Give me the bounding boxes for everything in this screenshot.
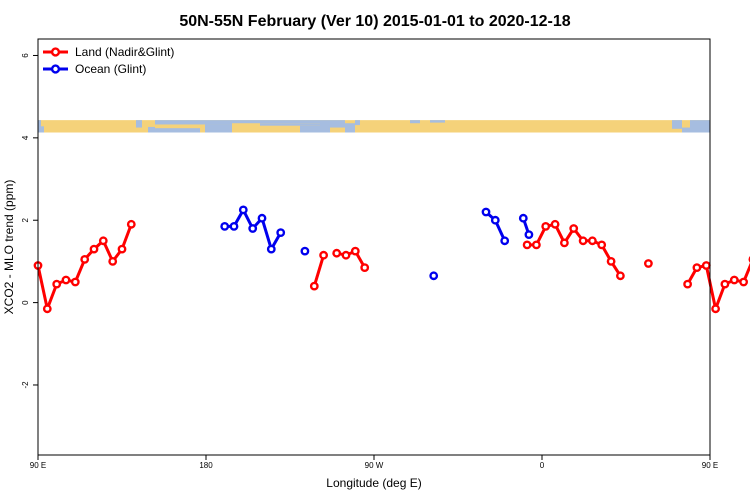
band-ocean-segment xyxy=(355,120,360,126)
data-point xyxy=(257,213,267,223)
band-ocean-segment xyxy=(155,120,232,125)
band-ocean-segment xyxy=(136,120,142,128)
data-point xyxy=(711,304,720,314)
x-axis-label: Longitude (deg E) xyxy=(326,476,421,490)
band-ocean-segment xyxy=(320,120,345,128)
data-point xyxy=(524,230,534,240)
data-point xyxy=(550,219,560,229)
band-ocean-segment xyxy=(300,125,330,133)
data-point xyxy=(541,221,551,231)
data-point xyxy=(70,277,80,287)
legend-label: Ocean (Glint) xyxy=(75,62,146,76)
y-tick-label: 6 xyxy=(21,53,30,58)
x-tick-label: 90 E xyxy=(702,461,718,470)
land-ocean-band xyxy=(38,120,710,133)
data-point xyxy=(518,213,528,223)
band-ocean-segment xyxy=(690,120,710,133)
x-axis: 90 E 180 90 W 0 90 E xyxy=(30,455,718,470)
data-point xyxy=(117,244,127,254)
data-point xyxy=(332,248,342,258)
data-point xyxy=(490,215,500,225)
data-point xyxy=(52,279,62,289)
chart-title: 50N-55N February (Ver 10) 2015-01-01 to … xyxy=(179,13,570,30)
y-tick-label: 0 xyxy=(21,300,30,305)
data-point xyxy=(229,221,239,231)
data-point xyxy=(220,221,230,231)
data-point xyxy=(569,224,579,233)
band-ocean-segment xyxy=(430,120,445,123)
data-point xyxy=(616,271,625,281)
data-point xyxy=(560,238,569,248)
data-point xyxy=(481,207,491,217)
band-ocean-segment xyxy=(682,127,690,133)
data-point xyxy=(89,244,99,254)
x-tick-label: 0 xyxy=(540,461,545,470)
data-point xyxy=(248,224,258,233)
band-ocean-segment xyxy=(672,120,682,129)
series-1 xyxy=(220,205,534,281)
data-point xyxy=(701,261,711,270)
band-ocean-segment xyxy=(260,123,320,126)
y-tick-label: 4 xyxy=(21,135,30,140)
x-tick-label: 90 E xyxy=(30,461,46,470)
data-point xyxy=(80,254,90,264)
band-ocean-segment xyxy=(410,120,420,124)
series-line xyxy=(336,249,367,269)
data-point xyxy=(238,205,248,215)
data-point xyxy=(606,256,616,266)
series-line xyxy=(312,254,326,287)
band-ocean-segment xyxy=(345,123,355,133)
data-point xyxy=(108,256,118,266)
series-0 xyxy=(33,219,750,314)
band-ocean-segment xyxy=(205,124,232,133)
data-point xyxy=(266,244,276,254)
data-point xyxy=(644,259,653,268)
data-point xyxy=(61,275,71,285)
legend-item: Land (Nadir&Glint) xyxy=(43,45,174,59)
data-point xyxy=(578,236,588,246)
band-ocean-segment xyxy=(232,120,320,124)
x-tick-label: 90 W xyxy=(365,461,384,470)
data-point xyxy=(98,236,108,246)
band-ocean-segment xyxy=(148,126,155,133)
data-point xyxy=(588,236,597,246)
y-axis-label: XCO2 - MLO trend (ppm) xyxy=(2,180,16,315)
band-ocean-segment xyxy=(41,126,44,133)
y-tick-label: 2 xyxy=(21,217,30,222)
plot-area xyxy=(33,120,750,314)
data-point xyxy=(126,219,136,229)
data-point xyxy=(309,281,319,291)
legend: Land (Nadir&Glint) Ocean (Glint) xyxy=(43,45,174,76)
data-point xyxy=(692,263,702,272)
x-tick-label: 180 xyxy=(199,461,213,470)
data-point xyxy=(522,240,532,250)
data-point xyxy=(532,240,541,250)
y-tick-label: -2 xyxy=(21,381,30,389)
plot-frame xyxy=(37,38,711,456)
data-point xyxy=(683,279,692,289)
data-point xyxy=(276,228,286,238)
band-ocean-segment xyxy=(38,120,41,133)
data-point xyxy=(429,271,439,281)
data-point xyxy=(341,250,351,260)
y-axis: -2 0 2 4 6 xyxy=(21,53,38,389)
data-point xyxy=(500,236,510,246)
data-point xyxy=(720,279,730,289)
data-point xyxy=(300,246,310,256)
data-point xyxy=(729,275,739,285)
data-point xyxy=(319,250,328,260)
data-point xyxy=(360,263,370,272)
legend-label: Land (Nadir&Glint) xyxy=(75,45,174,59)
data-point xyxy=(350,246,360,256)
data-point xyxy=(597,240,607,250)
data-point xyxy=(739,277,748,287)
data-point xyxy=(42,304,52,314)
band-ocean-segment xyxy=(155,128,200,133)
legend-swatch-marker xyxy=(50,47,61,57)
legend-swatch-marker xyxy=(50,64,61,74)
legend-item: Ocean (Glint) xyxy=(43,62,146,76)
series-line xyxy=(36,223,133,311)
